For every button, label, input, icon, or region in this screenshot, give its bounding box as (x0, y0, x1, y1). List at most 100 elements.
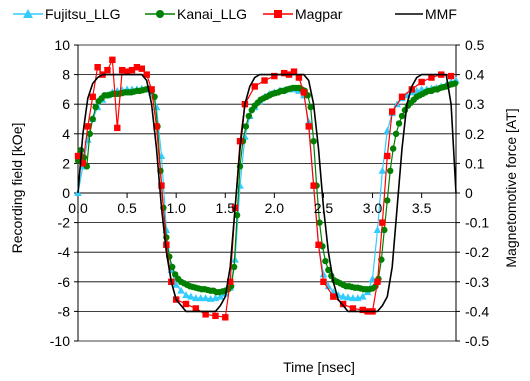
legend-item-magpar: Magpar (263, 6, 343, 22)
point-kanai_llg-4 (86, 130, 93, 137)
point-kanai_llg-82 (316, 219, 323, 226)
y-tick-label-1: 8 (62, 67, 70, 83)
legend-item-mmf: MMF (395, 6, 457, 22)
point-magpar-36 (295, 74, 303, 81)
point-kanai_llg-110 (398, 112, 406, 120)
point-magpar-44 (349, 305, 357, 312)
x-tick-label-5: 2.5 (314, 200, 334, 216)
point-fujitsu_llg-29 (216, 292, 225, 300)
x-tick-label-0: 0.0 (68, 200, 88, 216)
y2-tick-label-9: -0.4 (465, 303, 489, 319)
point-magpar-42 (330, 293, 337, 300)
point-fujitsu_llg-50 (319, 270, 328, 278)
legend-item-fujitsu: Fujitsu_LLG (13, 6, 120, 22)
x-axis-title: Time [nsec] (283, 359, 355, 375)
point-magpar-22 (192, 305, 200, 312)
point-magpar-14 (143, 71, 150, 78)
point-magpar-25 (222, 314, 229, 321)
point-magpar-2 (84, 123, 92, 130)
legend-item-kanai: Kanai_LLG (145, 6, 247, 22)
point-magpar-37 (300, 89, 308, 96)
y-tick-label-0: 10 (54, 37, 70, 53)
point-kanai_llg-58 (245, 112, 253, 120)
x-tick-label-1: 0.5 (117, 200, 137, 216)
y2-tick-label-7: -0.2 (465, 244, 489, 260)
point-kanai_llg-105 (384, 197, 391, 204)
point-magpar-8 (114, 124, 121, 132)
point-fujitsu_llg-26 (201, 294, 210, 302)
point-magpar-50 (384, 152, 391, 160)
legend-label-fujitsu: Fujitsu_LLG (45, 6, 120, 22)
y-tick-label-10: -10 (50, 333, 70, 349)
x-tick-label-4: 2.0 (265, 200, 285, 216)
y2-tick-label-10: -0.5 (465, 333, 489, 349)
y2-tick-label-0: 0.5 (465, 37, 485, 53)
point-magpar-31 (261, 77, 268, 84)
point-magpar-0 (74, 152, 82, 160)
x-tick-label-6: 3.0 (363, 200, 383, 216)
point-fujitsu_llg-25 (196, 294, 205, 302)
point-magpar-4 (94, 64, 101, 71)
point-magpar-33 (280, 69, 288, 77)
point-kanai_llg-79 (307, 103, 314, 111)
point-fujitsu_llg-21 (177, 286, 185, 294)
point-magpar-16 (153, 123, 160, 130)
point-magpar-17 (158, 182, 165, 189)
x-tick-label-7: 3.5 (412, 200, 432, 216)
point-fujitsu_llg-54 (339, 292, 347, 300)
point-fujitsu_llg-24 (192, 294, 200, 302)
y2-axis-title: Magnetomotive force [AT] (503, 108, 519, 267)
point-kanai_llg-5 (89, 115, 96, 123)
legend-label-mmf: MMF (425, 6, 457, 22)
point-magpar-55 (428, 74, 435, 81)
y-axis-title: Recording field [kOe] (9, 123, 25, 254)
y2-tick-label-8: -0.3 (465, 274, 489, 290)
point-magpar-35 (290, 68, 298, 75)
point-magpar-32 (271, 72, 278, 80)
point-kanai_llg-53 (230, 263, 238, 271)
legend: Fujitsu_LLG Kanai_LLG Magpar MMF (13, 6, 457, 22)
point-magpar-26 (226, 278, 234, 285)
point-magpar-23 (202, 311, 209, 318)
point-magpar-30 (251, 83, 258, 90)
point-magpar-41 (320, 278, 327, 285)
point-fujitsu_llg-56 (349, 294, 357, 302)
point-fujitsu_llg-20 (172, 280, 180, 288)
point-magpar-43 (339, 300, 347, 308)
y-tick-label-9: -8 (58, 303, 71, 319)
point-magpar-11 (128, 66, 136, 74)
y2-tick-label-1: 0.4 (465, 67, 485, 83)
x-tick-label-2: 1.0 (166, 200, 186, 216)
point-fujitsu_llg-22 (182, 291, 190, 299)
point-kanai_llg-32 (169, 263, 176, 271)
point-magpar-52 (398, 93, 406, 100)
point-kanai_llg-104 (381, 226, 388, 234)
point-kanai_llg-6 (92, 103, 99, 111)
point-kanai_llg-128 (451, 80, 459, 87)
point-kanai_llg-108 (392, 130, 400, 137)
point-magpar-54 (418, 78, 425, 86)
series-line-mmf (77, 73, 457, 313)
point-fujitsu_llg-62 (378, 166, 387, 174)
point-kanai_llg-109 (395, 120, 403, 127)
point-fujitsu_llg-55 (344, 293, 352, 301)
point-kanai_llg-107 (389, 145, 397, 152)
y-tick-label-5: 0 (62, 185, 70, 201)
point-kanai_llg-57 (242, 123, 250, 130)
point-kanai_llg-106 (387, 167, 394, 174)
point-magpar-48 (374, 278, 381, 285)
point-kanai_llg-80 (310, 138, 317, 145)
y2-tick-label-4: 0.1 (465, 155, 485, 171)
point-magpar-28 (236, 138, 244, 145)
x-tick-label-3: 1.5 (216, 200, 236, 216)
plot-area: 10 8 6 4 2 0 -2 -4 -6 -8 -10 0.5 0.4 0.3 0.2 0.1 0 -0.1 -0… (50, 37, 490, 349)
point-kanai_llg-84 (322, 257, 329, 265)
point-magpar-6 (104, 66, 111, 74)
point-magpar-13 (138, 65, 146, 72)
point-magpar-1 (79, 160, 87, 167)
point-magpar-45 (359, 306, 366, 314)
point-fujitsu_llg-23 (187, 292, 195, 300)
point-kanai_llg-54 (233, 212, 241, 219)
point-magpar-40 (315, 241, 322, 248)
